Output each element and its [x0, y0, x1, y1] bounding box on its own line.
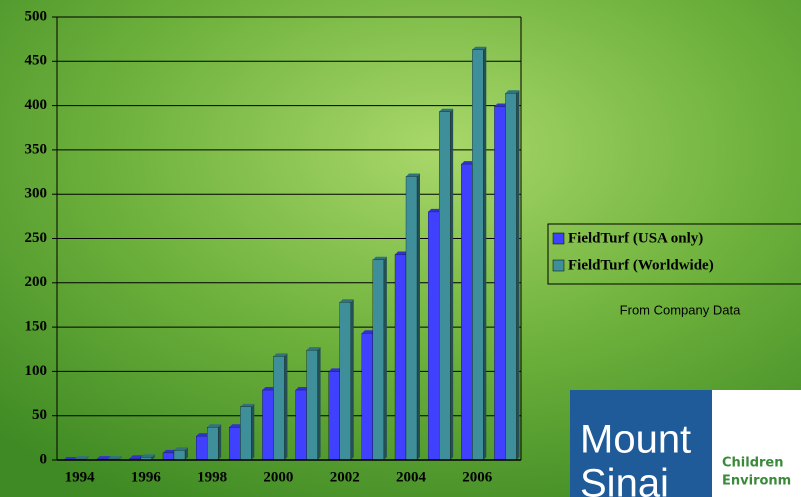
- bar: [362, 333, 373, 460]
- legend-label: FieldTurf (Worldwide): [568, 257, 714, 273]
- page: 0 50 100 150 200 250 300 350 400 450 500 1994 1996 19…: [0, 0, 801, 497]
- y-tick-label: 200: [25, 274, 48, 290]
- y-tick-label: 100: [25, 363, 48, 379]
- y-tick-label: 250: [25, 230, 48, 246]
- x-tick-label: 2002: [330, 469, 360, 485]
- legend-swatch: [553, 260, 564, 271]
- logo-name: Sinai: [580, 462, 669, 497]
- bar: [439, 112, 450, 460]
- bar-side: [450, 109, 453, 460]
- x-tick-label: 1998: [197, 469, 227, 485]
- x-tick-label: 1994: [65, 469, 96, 485]
- x-tick-label: 1996: [131, 469, 162, 485]
- bar: [505, 93, 516, 460]
- bar: [494, 106, 505, 460]
- y-tick-label: 150: [25, 319, 48, 335]
- bar: [273, 356, 284, 460]
- logo-name: Mount: [580, 418, 691, 462]
- y-tick-label: 50: [32, 407, 47, 423]
- bar: [472, 50, 483, 460]
- bar: [406, 176, 417, 460]
- bar: [329, 371, 340, 460]
- y-tick-label: 0: [40, 451, 48, 467]
- bar: [207, 427, 218, 460]
- bar-side: [417, 173, 420, 460]
- bar: [174, 450, 185, 460]
- x-tick-label: 2004: [396, 469, 427, 485]
- bar: [395, 254, 406, 460]
- bar: [296, 390, 307, 460]
- y-tick-label: 400: [25, 97, 48, 113]
- y-tick-label: 450: [25, 53, 48, 69]
- annotation: From Company Data: [620, 302, 741, 317]
- bar: [240, 407, 251, 460]
- bar: [229, 427, 240, 460]
- bar: [340, 302, 351, 460]
- x-tick-label: 2000: [263, 469, 293, 485]
- bar-side: [284, 353, 287, 460]
- bar-side: [351, 299, 354, 460]
- bar-side: [318, 347, 321, 460]
- logo-text: Children: [722, 456, 784, 471]
- bar-side: [483, 47, 486, 460]
- bar: [307, 350, 318, 460]
- bar: [461, 164, 472, 460]
- bar-side: [516, 90, 519, 460]
- bar-side: [218, 424, 221, 460]
- bar: [428, 212, 439, 460]
- legend-swatch: [553, 233, 564, 244]
- bar-side: [384, 257, 387, 460]
- legend-label: FieldTurf (USA only): [568, 230, 703, 246]
- bar: [373, 260, 384, 460]
- bar: [163, 453, 174, 460]
- y-tick-label: 350: [25, 141, 48, 157]
- y-tick-label: 500: [25, 8, 48, 24]
- y-tick-label: 300: [25, 186, 48, 202]
- bar-side: [251, 404, 254, 460]
- bar: [262, 390, 273, 460]
- bar: [196, 436, 207, 460]
- logo-text: Environm: [722, 474, 791, 489]
- logo: Mount Sinai Children Environm: [570, 390, 801, 497]
- x-tick-label: 2006: [462, 469, 493, 485]
